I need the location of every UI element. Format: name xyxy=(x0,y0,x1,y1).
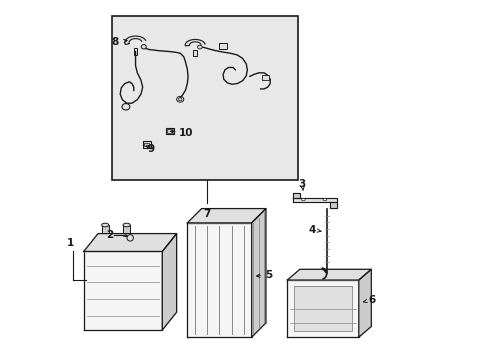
Ellipse shape xyxy=(102,223,108,227)
Bar xyxy=(219,43,226,49)
Text: 8: 8 xyxy=(111,37,119,48)
Polygon shape xyxy=(162,234,176,330)
Polygon shape xyxy=(287,280,358,337)
Ellipse shape xyxy=(123,223,130,227)
Text: 6: 6 xyxy=(368,296,375,305)
Bar xyxy=(165,128,173,134)
Polygon shape xyxy=(358,269,370,337)
Bar xyxy=(262,75,268,80)
Polygon shape xyxy=(329,202,337,207)
Polygon shape xyxy=(292,193,299,198)
Bar xyxy=(102,225,108,233)
Bar xyxy=(144,143,149,147)
Bar xyxy=(112,16,298,180)
Text: 3: 3 xyxy=(297,179,305,189)
Text: 10: 10 xyxy=(178,128,193,138)
Bar xyxy=(142,141,150,148)
Text: 9: 9 xyxy=(147,144,154,154)
Bar xyxy=(167,129,172,133)
Bar xyxy=(134,48,137,55)
Ellipse shape xyxy=(301,199,305,201)
Polygon shape xyxy=(287,269,370,280)
Polygon shape xyxy=(83,251,162,330)
Polygon shape xyxy=(292,198,337,202)
Ellipse shape xyxy=(197,45,202,49)
Polygon shape xyxy=(187,208,265,223)
Text: 7: 7 xyxy=(203,208,210,219)
Bar xyxy=(293,287,352,331)
Bar xyxy=(193,50,197,57)
Polygon shape xyxy=(124,36,145,44)
Text: 5: 5 xyxy=(264,270,272,280)
Polygon shape xyxy=(83,234,176,251)
Ellipse shape xyxy=(178,98,182,101)
Text: 2: 2 xyxy=(105,230,113,240)
Text: 4: 4 xyxy=(308,225,315,235)
Ellipse shape xyxy=(323,199,326,201)
Polygon shape xyxy=(187,223,251,337)
Circle shape xyxy=(127,235,133,241)
Polygon shape xyxy=(185,40,204,46)
Bar xyxy=(123,225,130,233)
Ellipse shape xyxy=(122,104,130,110)
Ellipse shape xyxy=(141,45,146,49)
Polygon shape xyxy=(251,208,265,337)
Text: 1: 1 xyxy=(66,238,74,248)
